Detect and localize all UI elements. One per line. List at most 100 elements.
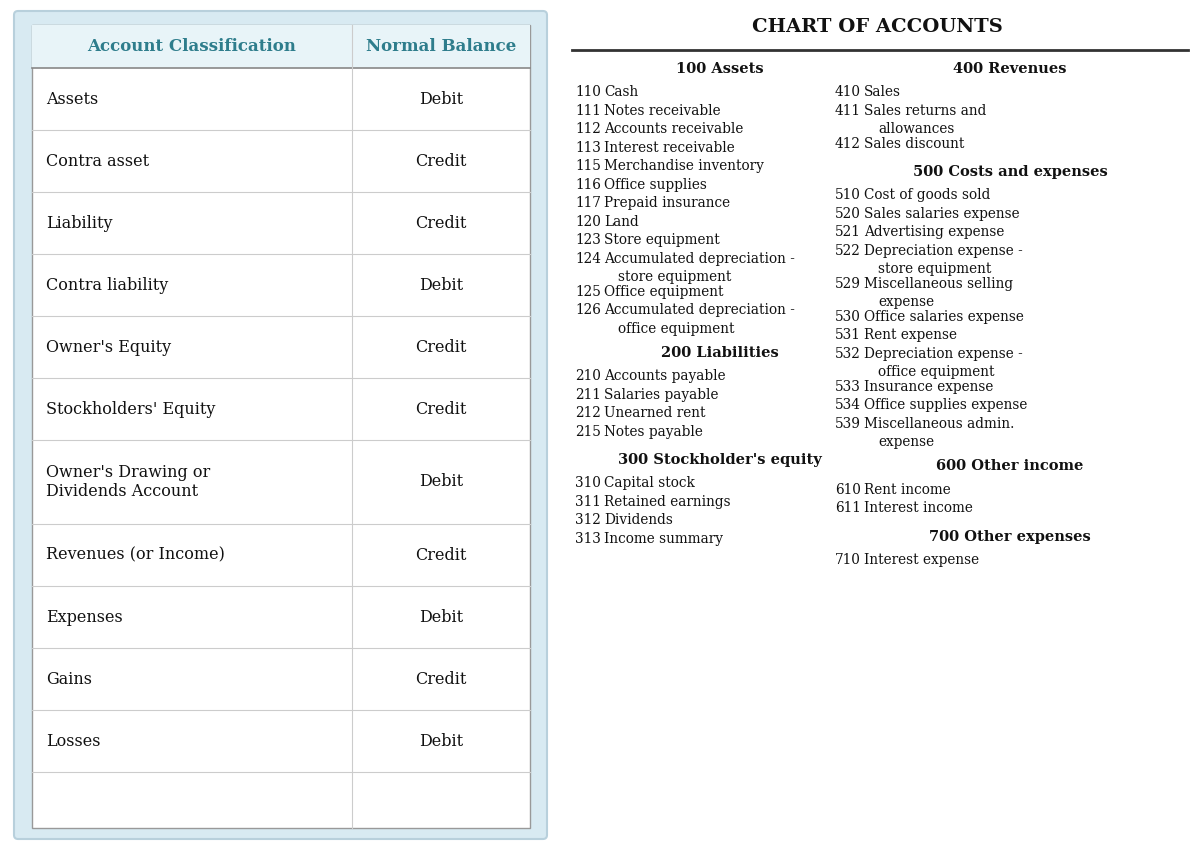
Text: store equipment: store equipment bbox=[618, 271, 731, 284]
Text: office equipment: office equipment bbox=[878, 365, 995, 379]
Bar bbox=[32, 25, 530, 828]
Text: 510: 510 bbox=[835, 188, 860, 203]
Text: 123: 123 bbox=[575, 233, 601, 248]
Text: 529: 529 bbox=[835, 276, 862, 291]
Text: 100 Assets: 100 Assets bbox=[676, 62, 764, 76]
Text: Dividends: Dividends bbox=[604, 513, 673, 527]
Text: Office supplies expense: Office supplies expense bbox=[864, 399, 1027, 412]
Text: office equipment: office equipment bbox=[618, 321, 734, 336]
Text: Contra asset: Contra asset bbox=[46, 153, 149, 170]
Text: Advertising expense: Advertising expense bbox=[864, 226, 1004, 239]
Text: 111: 111 bbox=[575, 103, 601, 118]
Text: Debit: Debit bbox=[419, 733, 463, 750]
Text: 531: 531 bbox=[835, 328, 860, 343]
Text: Salaries payable: Salaries payable bbox=[604, 388, 719, 402]
Text: Interest income: Interest income bbox=[864, 501, 973, 516]
Text: Miscellaneous selling: Miscellaneous selling bbox=[864, 276, 1013, 291]
Text: Store equipment: Store equipment bbox=[604, 233, 720, 248]
Text: allowances: allowances bbox=[878, 122, 954, 137]
Text: 116: 116 bbox=[575, 178, 601, 192]
Text: 124: 124 bbox=[575, 252, 601, 265]
Text: Liability: Liability bbox=[46, 215, 113, 232]
Text: Income summary: Income summary bbox=[604, 532, 722, 546]
Text: Normal Balance: Normal Balance bbox=[366, 38, 516, 55]
Text: 532: 532 bbox=[835, 347, 860, 360]
Text: 411: 411 bbox=[835, 103, 862, 118]
Text: 700 Other expenses: 700 Other expenses bbox=[929, 529, 1091, 544]
Text: 112: 112 bbox=[575, 122, 601, 137]
Text: Interest expense: Interest expense bbox=[864, 553, 979, 566]
Text: 313: 313 bbox=[575, 532, 601, 546]
Text: 200 Liabilities: 200 Liabilities bbox=[661, 346, 779, 360]
Text: 521: 521 bbox=[835, 226, 860, 239]
Text: Contra liability: Contra liability bbox=[46, 276, 168, 293]
Text: Credit: Credit bbox=[415, 546, 467, 564]
Text: Credit: Credit bbox=[415, 338, 467, 355]
Text: Debit: Debit bbox=[419, 609, 463, 626]
Text: 115: 115 bbox=[575, 159, 601, 173]
Text: Debit: Debit bbox=[419, 473, 463, 490]
Text: Credit: Credit bbox=[415, 215, 467, 232]
Text: 533: 533 bbox=[835, 380, 860, 393]
Text: expense: expense bbox=[878, 295, 934, 310]
Text: 610: 610 bbox=[835, 483, 860, 497]
Text: Revenues (or Income): Revenues (or Income) bbox=[46, 546, 224, 564]
Text: Insurance expense: Insurance expense bbox=[864, 380, 994, 393]
Text: Credit: Credit bbox=[415, 153, 467, 170]
Text: Sales: Sales bbox=[864, 86, 901, 99]
Text: Rent income: Rent income bbox=[864, 483, 950, 497]
Text: 710: 710 bbox=[835, 553, 860, 566]
Text: 113: 113 bbox=[575, 141, 601, 154]
Text: 212: 212 bbox=[575, 406, 601, 421]
Text: Gains: Gains bbox=[46, 671, 92, 688]
Text: 117: 117 bbox=[575, 196, 601, 210]
Text: Miscellaneous admin.: Miscellaneous admin. bbox=[864, 416, 1014, 431]
Text: 400 Revenues: 400 Revenues bbox=[953, 62, 1067, 76]
Text: Credit: Credit bbox=[415, 671, 467, 688]
Text: 210: 210 bbox=[575, 369, 601, 383]
Text: Cash: Cash bbox=[604, 86, 638, 99]
Text: Notes receivable: Notes receivable bbox=[604, 103, 721, 118]
Text: Capital stock: Capital stock bbox=[604, 477, 695, 490]
Text: expense: expense bbox=[878, 435, 934, 449]
Text: Office equipment: Office equipment bbox=[604, 285, 724, 298]
Text: Expenses: Expenses bbox=[46, 609, 122, 626]
Text: Owner's Equity: Owner's Equity bbox=[46, 338, 172, 355]
Text: 126: 126 bbox=[575, 304, 601, 317]
Text: Office salaries expense: Office salaries expense bbox=[864, 310, 1024, 324]
Text: 522: 522 bbox=[835, 243, 860, 258]
Text: 211: 211 bbox=[575, 388, 601, 402]
Text: 410: 410 bbox=[835, 86, 862, 99]
Text: 120: 120 bbox=[575, 215, 601, 229]
Text: 534: 534 bbox=[835, 399, 862, 412]
Text: Prepaid insurance: Prepaid insurance bbox=[604, 196, 730, 210]
Text: Sales returns and: Sales returns and bbox=[864, 103, 986, 118]
Text: Rent expense: Rent expense bbox=[864, 328, 958, 343]
Text: 110: 110 bbox=[575, 86, 601, 99]
Text: 215: 215 bbox=[575, 425, 601, 438]
Text: Land: Land bbox=[604, 215, 638, 229]
Bar bbox=[32, 25, 530, 68]
Text: Debit: Debit bbox=[419, 276, 463, 293]
Text: Sales discount: Sales discount bbox=[864, 137, 965, 151]
Text: 125: 125 bbox=[575, 285, 601, 298]
Text: Cost of goods sold: Cost of goods sold bbox=[864, 188, 990, 203]
Text: Retained earnings: Retained earnings bbox=[604, 494, 731, 509]
Text: CHART OF ACCOUNTS: CHART OF ACCOUNTS bbox=[752, 18, 1003, 36]
Text: Sales salaries expense: Sales salaries expense bbox=[864, 207, 1020, 220]
Text: Assets: Assets bbox=[46, 91, 98, 108]
Text: 611: 611 bbox=[835, 501, 860, 516]
Text: Stockholders' Equity: Stockholders' Equity bbox=[46, 400, 215, 417]
Text: Debit: Debit bbox=[419, 91, 463, 108]
Text: 600 Other income: 600 Other income bbox=[936, 460, 1084, 473]
Text: 530: 530 bbox=[835, 310, 860, 324]
Text: 310: 310 bbox=[575, 477, 601, 490]
Text: Notes payable: Notes payable bbox=[604, 425, 703, 438]
Text: Office supplies: Office supplies bbox=[604, 178, 707, 192]
Text: Credit: Credit bbox=[415, 400, 467, 417]
Text: Interest receivable: Interest receivable bbox=[604, 141, 734, 154]
Text: Account Classification: Account Classification bbox=[88, 38, 296, 55]
Text: Unearned rent: Unearned rent bbox=[604, 406, 706, 421]
Text: Owner's Drawing or
Dividends Account: Owner's Drawing or Dividends Account bbox=[46, 464, 210, 500]
Text: 412: 412 bbox=[835, 137, 862, 151]
